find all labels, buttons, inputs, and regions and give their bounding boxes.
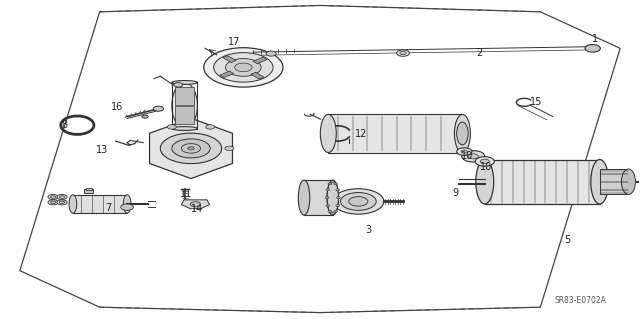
Circle shape: [48, 195, 58, 199]
Polygon shape: [181, 200, 209, 209]
Circle shape: [214, 53, 273, 82]
Bar: [86, 189, 92, 190]
Circle shape: [266, 51, 276, 56]
Ellipse shape: [476, 160, 493, 204]
Polygon shape: [150, 118, 232, 179]
Circle shape: [225, 58, 261, 76]
Circle shape: [397, 50, 410, 56]
Circle shape: [205, 125, 214, 129]
Circle shape: [57, 200, 67, 205]
Bar: [484, 160, 600, 204]
Circle shape: [190, 202, 200, 207]
Circle shape: [225, 146, 234, 151]
Circle shape: [325, 197, 329, 198]
Text: 17: 17: [228, 37, 240, 47]
Circle shape: [57, 195, 67, 199]
Text: 11: 11: [180, 189, 192, 199]
Text: 10: 10: [461, 151, 473, 161]
Text: 5: 5: [564, 235, 571, 246]
Circle shape: [51, 201, 56, 204]
Text: 9: 9: [452, 188, 458, 198]
Circle shape: [235, 63, 252, 72]
Circle shape: [462, 151, 484, 162]
Circle shape: [142, 115, 148, 118]
Text: 3: 3: [365, 225, 371, 235]
Ellipse shape: [124, 195, 131, 213]
Circle shape: [204, 48, 283, 87]
Circle shape: [457, 148, 472, 155]
Ellipse shape: [327, 180, 339, 215]
Circle shape: [333, 211, 337, 212]
Bar: [251, 72, 264, 79]
Circle shape: [168, 125, 176, 129]
Circle shape: [340, 193, 376, 210]
Circle shape: [326, 189, 330, 191]
Bar: [175, 87, 194, 105]
Ellipse shape: [621, 169, 636, 195]
Ellipse shape: [320, 115, 336, 152]
Circle shape: [172, 139, 210, 158]
Text: 15: 15: [530, 97, 542, 107]
Circle shape: [331, 212, 335, 214]
Circle shape: [400, 51, 406, 55]
Circle shape: [181, 144, 200, 153]
Text: 2: 2: [477, 48, 483, 58]
Circle shape: [585, 45, 600, 52]
Circle shape: [328, 183, 332, 185]
Circle shape: [173, 83, 182, 87]
Bar: [84, 189, 93, 194]
Bar: [223, 56, 236, 63]
Text: SR83-E0702A: SR83-E0702A: [554, 296, 606, 305]
Circle shape: [121, 204, 134, 210]
Circle shape: [468, 154, 478, 159]
Circle shape: [336, 204, 340, 206]
Bar: [600, 169, 628, 195]
Ellipse shape: [298, 180, 310, 215]
Circle shape: [60, 201, 65, 204]
Text: 8: 8: [61, 120, 68, 130]
Circle shape: [333, 183, 337, 185]
Ellipse shape: [172, 127, 197, 130]
Text: 10: 10: [480, 162, 492, 173]
Bar: [73, 195, 127, 213]
Text: 7: 7: [105, 203, 111, 213]
Circle shape: [461, 150, 467, 153]
Circle shape: [328, 211, 332, 212]
Circle shape: [349, 197, 368, 206]
Circle shape: [475, 157, 494, 166]
Circle shape: [326, 204, 330, 206]
Circle shape: [331, 181, 335, 183]
Ellipse shape: [457, 122, 468, 145]
Circle shape: [333, 189, 384, 214]
Ellipse shape: [591, 160, 609, 204]
Circle shape: [161, 133, 221, 164]
Ellipse shape: [172, 81, 197, 85]
Text: 14: 14: [191, 204, 204, 214]
Bar: [328, 115, 463, 152]
Circle shape: [60, 196, 65, 198]
Bar: [220, 71, 234, 78]
Bar: [253, 57, 267, 64]
Circle shape: [480, 159, 489, 164]
Ellipse shape: [69, 195, 77, 213]
Text: 13: 13: [95, 145, 108, 155]
Ellipse shape: [172, 83, 197, 129]
Circle shape: [154, 106, 164, 111]
Circle shape: [336, 189, 340, 191]
Circle shape: [48, 200, 58, 205]
Text: 1: 1: [591, 34, 598, 44]
Circle shape: [337, 197, 340, 198]
Text: 16: 16: [111, 102, 124, 112]
Text: 12: 12: [355, 129, 368, 139]
Circle shape: [51, 196, 56, 198]
Bar: [304, 180, 333, 215]
Circle shape: [188, 147, 194, 150]
Bar: [175, 106, 194, 124]
Ellipse shape: [454, 115, 470, 152]
